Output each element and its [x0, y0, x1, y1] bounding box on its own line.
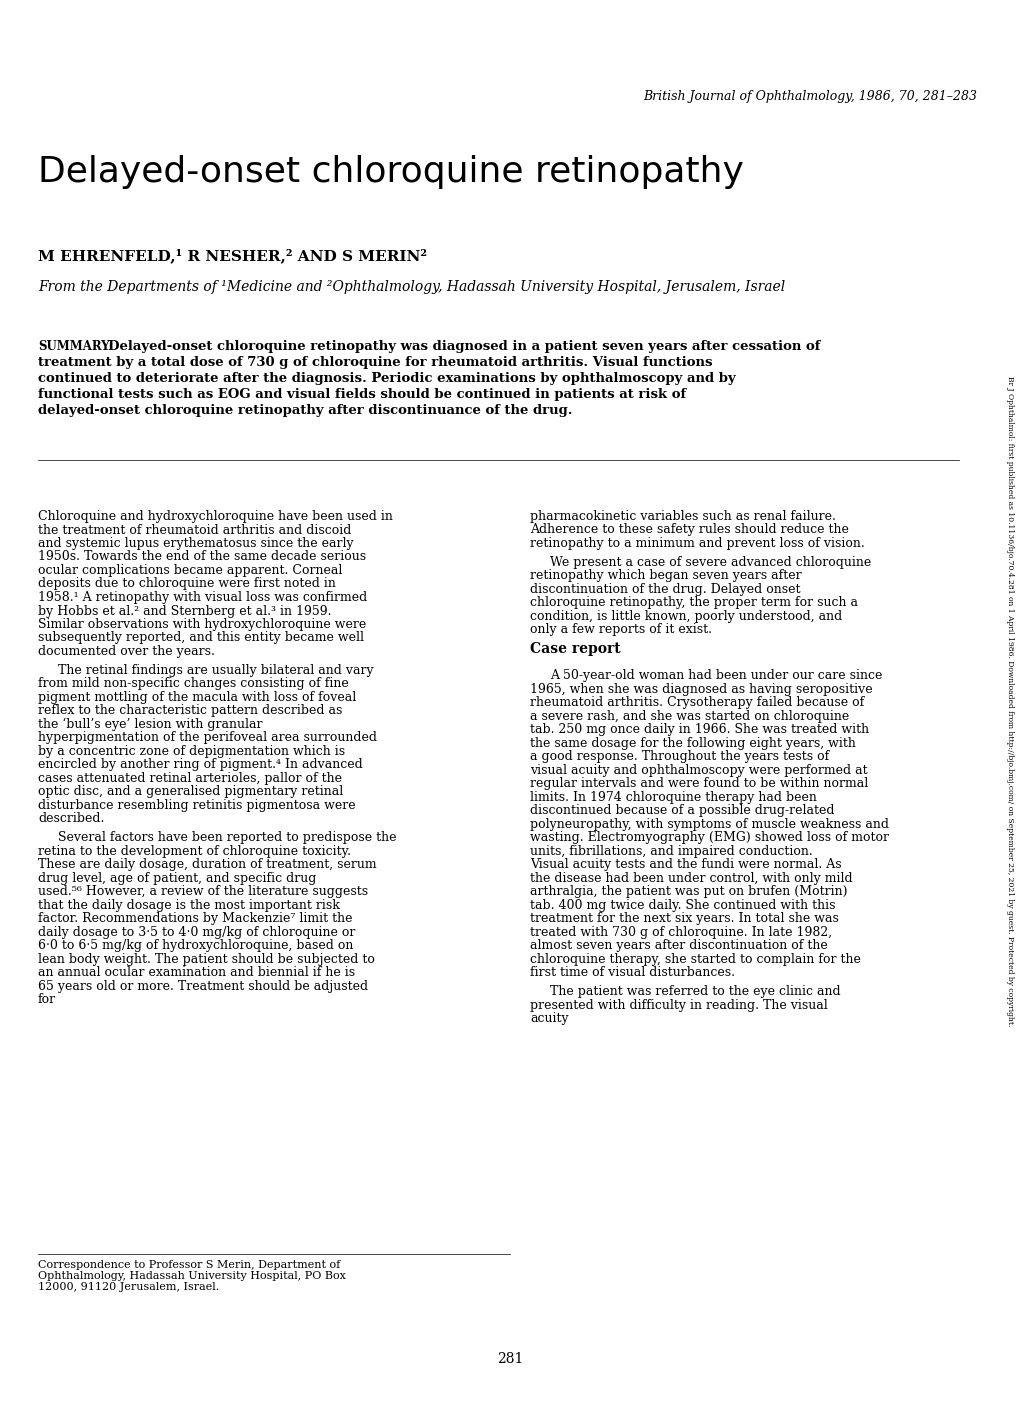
- Text: and systemic lupus erythematosus since the early: and systemic lupus erythematosus since t…: [38, 537, 354, 550]
- Text: arthralgia, the patient was put on brufen (Motrin): arthralgia, the patient was put on brufe…: [530, 885, 847, 899]
- Text: A 50-year-old woman had been under our care since: A 50-year-old woman had been under our c…: [549, 669, 881, 683]
- Text: delayed-onset chloroquine retinopathy after discontinuance of the drug.: delayed-onset chloroquine retinopathy af…: [38, 404, 572, 416]
- Text: that the daily dosage is the most important risk: that the daily dosage is the most import…: [38, 899, 339, 911]
- Text: tab. 400 mg twice daily. She continued with this: tab. 400 mg twice daily. She continued w…: [530, 899, 835, 911]
- Text: presented with difficulty in reading. The visual: presented with difficulty in reading. Th…: [530, 998, 827, 1012]
- Text: 12000, 91120 Jerusalem, Israel.: 12000, 91120 Jerusalem, Israel.: [38, 1281, 219, 1293]
- Text: Delayed-onset chloroquine retinopathy was diagnosed in a patient seven years aft: Delayed-onset chloroquine retinopathy wa…: [108, 341, 819, 353]
- Text: condition, is little known, poorly understood, and: condition, is little known, poorly under…: [530, 610, 842, 622]
- Text: by a concentric zone of depigmentation which is: by a concentric zone of depigmentation w…: [38, 744, 344, 758]
- Text: encircled by another ring of pigment.⁴ In advanced: encircled by another ring of pigment.⁴ I…: [38, 758, 363, 771]
- Text: lean body weight. The patient should be subjected to: lean body weight. The patient should be …: [38, 953, 375, 966]
- Text: disturbance resembling retinitis pigmentosa were: disturbance resembling retinitis pigment…: [38, 799, 356, 812]
- Text: Case report: Case report: [530, 642, 620, 656]
- Text: cases attenuated retinal arterioles, pallor of the: cases attenuated retinal arterioles, pal…: [38, 773, 341, 785]
- Text: treatment by a total dose of 730 g of chloroquine for rheumatoid arthritis. Visu: treatment by a total dose of 730 g of ch…: [38, 356, 712, 369]
- Text: From the Departments of ¹Medicine and ²Ophthalmology, Hadassah University Hospit: From the Departments of ¹Medicine and ²O…: [38, 280, 785, 294]
- Text: first time of visual disturbances.: first time of visual disturbances.: [530, 966, 735, 980]
- Text: daily dosage to 3·5 to 4·0 mg/kg of chloroquine or: daily dosage to 3·5 to 4·0 mg/kg of chlo…: [38, 925, 355, 939]
- Text: 1965, when she was diagnosed as having seropositive: 1965, when she was diagnosed as having s…: [530, 683, 872, 695]
- Text: polyneuropathy, with symptoms of muscle weakness and: polyneuropathy, with symptoms of muscle …: [530, 817, 889, 831]
- Text: continued to deteriorate after the diagnosis. Periodic examinations by ophthalmo: continued to deteriorate after the diagn…: [38, 372, 735, 386]
- Text: wasting. Electromyography (EMG) showed loss of motor: wasting. Electromyography (EMG) showed l…: [530, 831, 889, 844]
- Text: factor. Recommendations by Mackenzie⁷ limit the: factor. Recommendations by Mackenzie⁷ li…: [38, 913, 353, 925]
- Text: documented over the years.: documented over the years.: [38, 645, 215, 658]
- Text: chloroquine retinopathy, the proper term for such a: chloroquine retinopathy, the proper term…: [530, 596, 857, 610]
- Text: a severe rash, and she was started on chloroquine: a severe rash, and she was started on ch…: [530, 709, 849, 723]
- Text: rheumatoid arthritis. Crysotherapy failed because of: rheumatoid arthritis. Crysotherapy faile…: [530, 697, 863, 709]
- Text: Ophthalmology, Hadassah University Hospital, PO Box: Ophthalmology, Hadassah University Hospi…: [38, 1272, 345, 1281]
- Text: visual acuity and ophthalmoscopy were performed at: visual acuity and ophthalmoscopy were pe…: [530, 764, 867, 777]
- Text: We present a case of severe advanced chloroquine: We present a case of severe advanced chl…: [549, 557, 870, 569]
- Text: Correspondence to Professor S Merin, Department of: Correspondence to Professor S Merin, Dep…: [38, 1260, 340, 1270]
- Text: from mild non-specific changes consisting of fine: from mild non-specific changes consistin…: [38, 677, 348, 690]
- Text: chloroquine therapy, she started to complain for the: chloroquine therapy, she started to comp…: [530, 953, 860, 966]
- Text: 1950s. Towards the end of the same decade serious: 1950s. Towards the end of the same decad…: [38, 551, 366, 564]
- Text: retinopathy to a minimum and prevent loss of vision.: retinopathy to a minimum and prevent los…: [530, 537, 864, 550]
- Text: treatment for the next six years. In total she was: treatment for the next six years. In tot…: [530, 913, 838, 925]
- Text: pharmacokinetic variables such as renal failure.: pharmacokinetic variables such as renal …: [530, 510, 835, 523]
- Text: discontinued because of a possible drug-related: discontinued because of a possible drug-…: [530, 805, 834, 817]
- Text: Similar observations with hydroxychloroquine were: Similar observations with hydroxychloroq…: [38, 618, 366, 631]
- Text: treated with 730 g of chloroquine. In late 1982,: treated with 730 g of chloroquine. In la…: [530, 925, 832, 939]
- Text: 6·0 to 6·5 mg/kg of hydroxychloroquine, based on: 6·0 to 6·5 mg/kg of hydroxychloroquine, …: [38, 939, 353, 952]
- Text: subsequently reported, and this entity became well: subsequently reported, and this entity b…: [38, 631, 364, 645]
- Text: discontinuation of the drug. Delayed onset: discontinuation of the drug. Delayed ons…: [530, 583, 800, 596]
- Text: Visual acuity tests and the fundi were normal. As: Visual acuity tests and the fundi were n…: [530, 858, 841, 871]
- Text: described.: described.: [38, 812, 104, 826]
- Text: optic disc, and a generalised pigmentary retinal: optic disc, and a generalised pigmentary…: [38, 785, 343, 798]
- Text: the treatment of rheumatoid arthritis and discoid: the treatment of rheumatoid arthritis an…: [38, 523, 351, 537]
- Text: 281: 281: [496, 1352, 523, 1366]
- Text: for: for: [38, 993, 56, 1007]
- Text: by Hobbs et al.² and Sternberg et al.³ in 1959.: by Hobbs et al.² and Sternberg et al.³ i…: [38, 604, 331, 617]
- Text: a good response. Throughout the years tests of: a good response. Throughout the years te…: [530, 750, 828, 763]
- Text: hyperpigmentation of the perifoveal area surrounded: hyperpigmentation of the perifoveal area…: [38, 732, 377, 744]
- Text: Several factors have been reported to predispose the: Several factors have been reported to pr…: [58, 831, 396, 844]
- Text: Br J Ophthalmol: first published as 10.1136/bjo.70.4.281 on 1 April 1986. Downlo: Br J Ophthalmol: first published as 10.1…: [1005, 376, 1013, 1026]
- Text: regular intervals and were found to be within normal: regular intervals and were found to be w…: [530, 777, 867, 791]
- Text: limits. In 1974 chloroquine therapy had been: limits. In 1974 chloroquine therapy had …: [530, 791, 816, 803]
- Text: The retinal findings are usually bilateral and vary: The retinal findings are usually bilater…: [58, 665, 373, 677]
- Text: ocular complications became apparent. Corneal: ocular complications became apparent. Co…: [38, 564, 342, 578]
- Text: the same dosage for the following eight years, with: the same dosage for the following eight …: [530, 737, 855, 750]
- Text: Adherence to these safety rules should reduce the: Adherence to these safety rules should r…: [530, 523, 848, 537]
- Text: Delayed-onset chloroquine retinopathy: Delayed-onset chloroquine retinopathy: [38, 156, 743, 189]
- Text: drug level, age of patient, and specific drug: drug level, age of patient, and specific…: [38, 872, 316, 885]
- Text: retina to the development of chloroquine toxicity.: retina to the development of chloroquine…: [38, 845, 351, 858]
- Text: 1958.¹ A retinopathy with visual loss was confirmed: 1958.¹ A retinopathy with visual loss wa…: [38, 592, 367, 604]
- Text: the ‘bull’s eye’ lesion with granular: the ‘bull’s eye’ lesion with granular: [38, 718, 262, 730]
- Text: the disease had been under control, with only mild: the disease had been under control, with…: [530, 872, 852, 885]
- Text: deposits due to chloroquine were first noted in: deposits due to chloroquine were first n…: [38, 578, 335, 590]
- Text: M EHRENFELD,¹ R NESHER,² AND S MERIN²: M EHRENFELD,¹ R NESHER,² AND S MERIN²: [38, 248, 427, 262]
- Text: 65 years old or more. Treatment should be adjusted: 65 years old or more. Treatment should b…: [38, 980, 368, 993]
- Text: reflex to the characteristic pattern described as: reflex to the characteristic pattern des…: [38, 704, 342, 718]
- Text: almost seven years after discontinuation of the: almost seven years after discontinuation…: [530, 939, 827, 952]
- Text: acuity: acuity: [530, 1012, 568, 1025]
- Text: an annual ocular examination and biennial if he is: an annual ocular examination and biennia…: [38, 966, 355, 980]
- Text: SUMMARY: SUMMARY: [38, 341, 109, 353]
- Text: units, fibrillations, and impaired conduction.: units, fibrillations, and impaired condu…: [530, 845, 812, 858]
- Text: Chloroquine and hydroxychloroquine have been used in: Chloroquine and hydroxychloroquine have …: [38, 510, 392, 523]
- Text: tab. 250 mg once daily in 1966. She was treated with: tab. 250 mg once daily in 1966. She was …: [530, 723, 868, 736]
- Text: used.⁵⁶ However, a review of the literature suggests: used.⁵⁶ However, a review of the literat…: [38, 885, 368, 899]
- Text: only a few reports of it exist.: only a few reports of it exist.: [530, 624, 711, 637]
- Text: pigment mottling of the macula with loss of foveal: pigment mottling of the macula with loss…: [38, 691, 356, 704]
- Text: retinopathy which began seven years after: retinopathy which began seven years afte…: [530, 569, 801, 582]
- Text: functional tests such as EOG and visual fields should be continued in patients a: functional tests such as EOG and visual …: [38, 388, 686, 401]
- Text: British Journal of Ophthalmology, 1986, 70, 281–283: British Journal of Ophthalmology, 1986, …: [642, 90, 976, 102]
- Text: These are daily dosage, duration of treatment, serum: These are daily dosage, duration of trea…: [38, 858, 376, 871]
- Text: The patient was referred to the eye clinic and: The patient was referred to the eye clin…: [549, 986, 840, 998]
